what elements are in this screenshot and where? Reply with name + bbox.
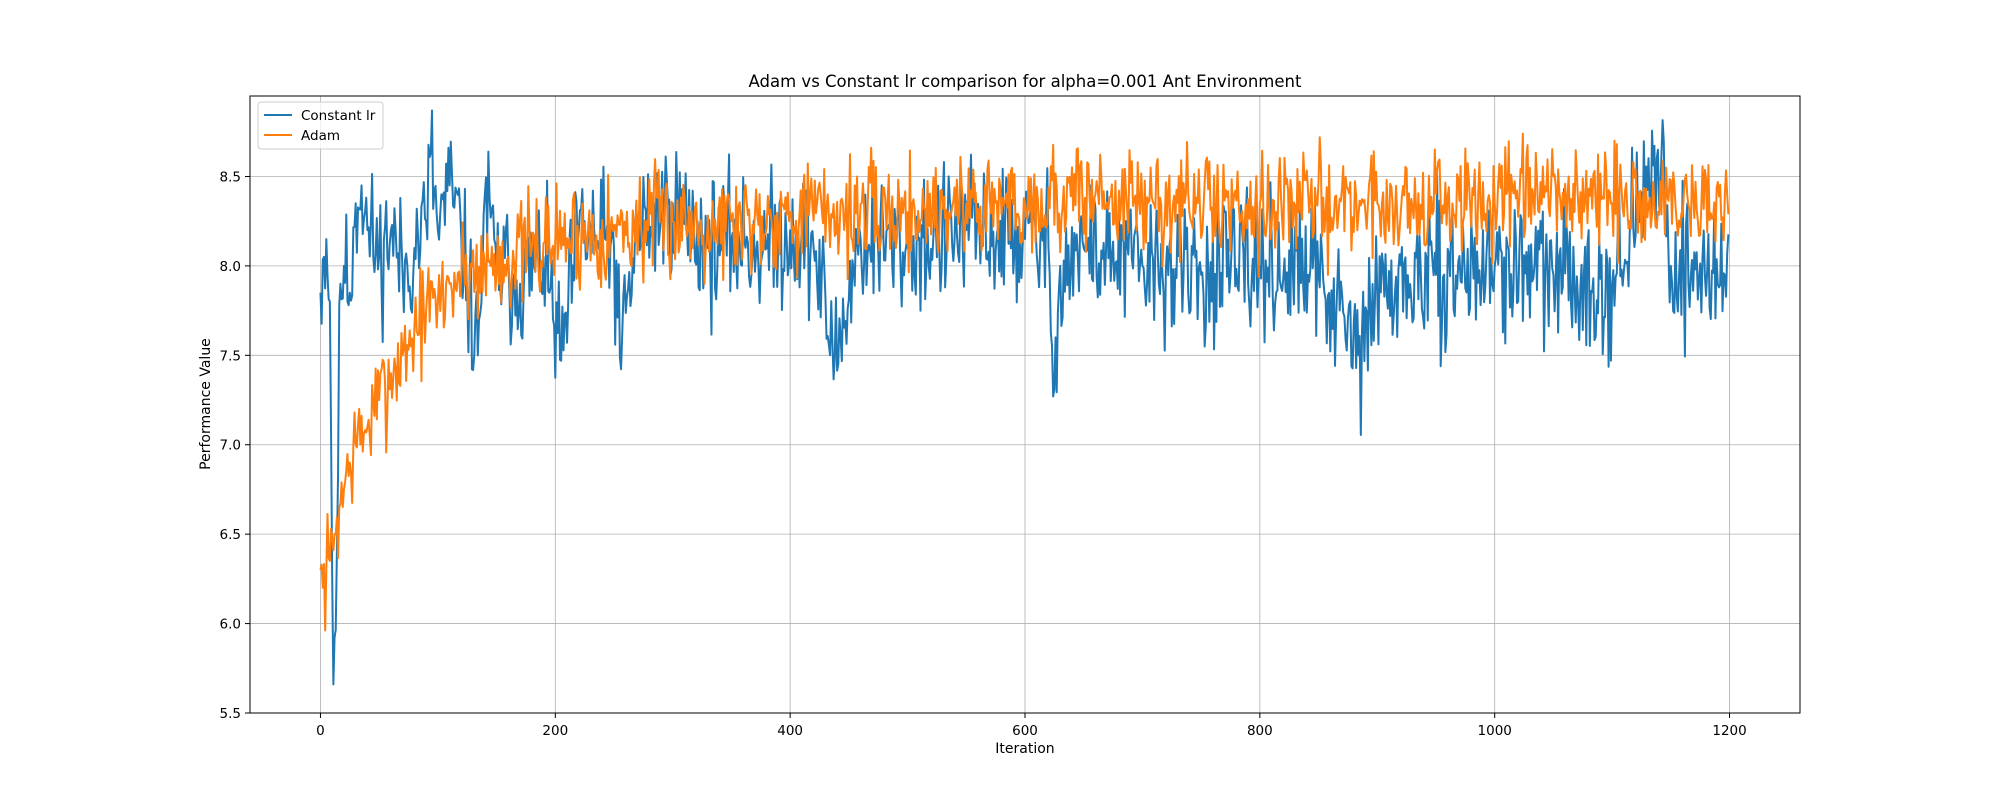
x-tick-label: 1200 [1712, 723, 1746, 739]
y-tick-label: 8.0 [220, 259, 241, 275]
series-line-adam [319, 132, 1730, 632]
y-tick-label: 7.5 [220, 348, 241, 364]
legend-label-adam: Adam [301, 128, 340, 144]
series-line-constant-lr [319, 109, 1730, 686]
y-tick-label: 5.5 [220, 706, 241, 722]
x-axis-ticks: 0 200 400 600 800 1000 1200 [316, 713, 1747, 739]
y-axis-label: Performance Value [198, 338, 214, 470]
chart-title: Adam vs Constant lr comparison for alpha… [749, 72, 1302, 91]
y-tick-label: 8.5 [220, 169, 241, 185]
series-lines [319, 109, 1730, 686]
y-axis-ticks: 5.5 6.0 6.5 7.0 7.5 8.0 8.5 [220, 169, 250, 722]
y-tick-label: 6.0 [220, 617, 241, 633]
x-tick-label: 800 [1247, 723, 1273, 739]
legend: Constant lr Adam [257, 101, 384, 150]
x-tick-label: 200 [542, 723, 568, 739]
x-tick-label: 400 [777, 723, 803, 739]
y-tick-label: 6.5 [220, 527, 241, 543]
x-axis-label: Iteration [995, 741, 1054, 757]
legend-box [257, 101, 384, 150]
x-tick-label: 0 [316, 723, 325, 739]
legend-label-constant-lr: Constant lr [301, 108, 376, 124]
y-tick-label: 7.0 [220, 438, 241, 454]
x-tick-label: 1000 [1478, 723, 1512, 739]
x-tick-label: 600 [1012, 723, 1038, 739]
